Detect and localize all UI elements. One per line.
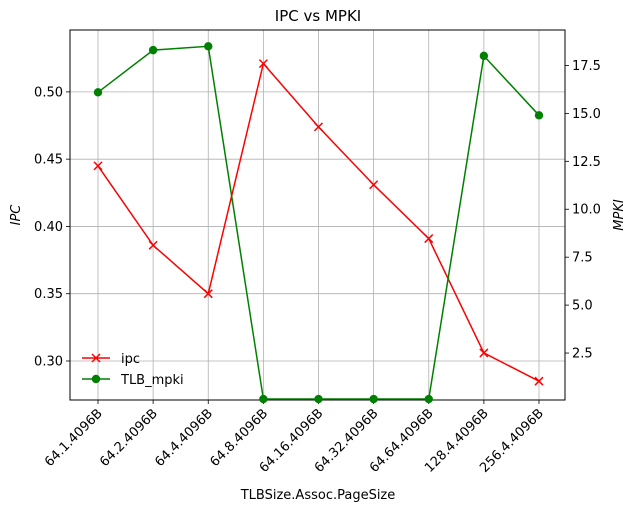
right-y-axis: 2.5 5.0 7.5 10.0 12.5 15.0 17.5 <box>565 59 601 362</box>
right-y-tick-label: 10.0 <box>572 203 601 218</box>
chart-title: IPC vs MPKI <box>275 7 361 25</box>
x-tick-label: 64.1.4096B <box>42 406 106 470</box>
left-y-tick-label: 0.35 <box>34 287 63 302</box>
left-y-tick-label: 0.40 <box>34 220 63 235</box>
ipc-point <box>203 289 213 299</box>
mpki-point <box>148 45 158 55</box>
x-tick-label: 64.2.4096B <box>97 406 161 470</box>
mpki-point <box>534 111 544 120</box>
x-axis: 64.1.4096B64.2.4096B64.4.4096B64.8.4096B… <box>42 400 547 476</box>
mpki-point <box>314 394 323 404</box>
legend-ipc-label: ipc <box>121 352 140 367</box>
ipc-point <box>479 348 489 358</box>
grid-lines <box>70 30 565 400</box>
left-y-tick-label: 0.30 <box>34 354 63 369</box>
right-y-tick-label: 2.5 <box>572 347 593 362</box>
mpki-point <box>369 394 378 404</box>
mpki-point <box>479 51 489 61</box>
right-y-axis-label: MPKI <box>612 199 627 231</box>
left-y-axis: 0.30 0.35 0.40 0.45 0.50 <box>34 85 70 369</box>
ipc-point <box>313 122 324 132</box>
right-y-tick-label: 5.0 <box>572 299 593 314</box>
legend-mpki-label: TLB_mpki <box>120 373 184 388</box>
mpki-point <box>93 88 103 97</box>
x-tick-label: 64.4.4096B <box>152 406 216 470</box>
left-y-tick-label: 0.45 <box>34 153 63 168</box>
mpki-point <box>259 394 268 404</box>
right-y-tick-label: 17.5 <box>572 59 601 74</box>
ipc-point <box>258 59 268 69</box>
mpki-point <box>424 394 433 404</box>
left-y-axis-label: IPC <box>9 204 24 226</box>
left-y-tick-label: 0.50 <box>34 85 63 100</box>
ipc-point <box>534 376 544 386</box>
mpki-point <box>204 42 213 51</box>
legend: ipc TLB_mpki <box>82 352 184 388</box>
legend-ipc-marker <box>91 353 101 363</box>
right-y-tick-label: 12.5 <box>572 155 601 170</box>
ipc-point <box>148 240 158 250</box>
ipc-point <box>424 234 434 244</box>
right-y-tick-label: 15.0 <box>572 107 601 122</box>
right-y-tick-label: 7.5 <box>572 251 593 266</box>
ipc-point <box>369 180 379 190</box>
x-axis-label: TLBSize.Assoc.PageSize <box>240 488 396 503</box>
legend-mpki-marker <box>91 374 101 384</box>
ipc-point <box>93 161 103 171</box>
series-layer <box>93 42 544 404</box>
plot-area-frame <box>69 29 566 401</box>
